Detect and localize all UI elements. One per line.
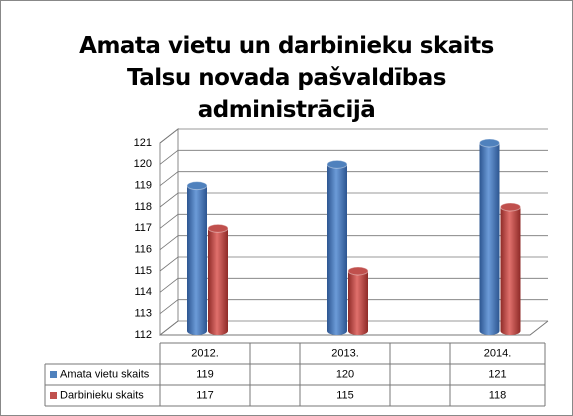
bar-body [187, 185, 207, 331]
y-tick-label: 117 [134, 222, 152, 234]
bar-top [326, 159, 348, 169]
grid-line [159, 235, 548, 250]
bar [479, 138, 500, 335]
legend-label: Darbinieku skaits [60, 389, 144, 401]
bar [347, 266, 369, 335]
y-tick-label: 113 [134, 308, 152, 320]
bar [207, 223, 229, 335]
x-tick-label: 2012. [191, 347, 219, 359]
grid-line [159, 149, 548, 165]
table-value: 115 [336, 389, 354, 401]
table-value: 117 [196, 389, 214, 401]
x-tick-label: 2014. [484, 347, 512, 359]
bar-base [348, 327, 368, 335]
bar [186, 181, 208, 335]
y-tick-label: 121 [134, 137, 152, 149]
chart-title: Amata vietu un darbinieku skaits Talsu n… [79, 33, 494, 123]
bar [326, 159, 348, 335]
side-wall [159, 127, 179, 337]
bar-body [208, 228, 228, 331]
legend-swatch [50, 371, 57, 378]
bar-body [479, 143, 500, 331]
grid-line [159, 128, 548, 144]
bar-body [348, 271, 368, 331]
table-value: 118 [489, 389, 507, 401]
grid-line [159, 320, 548, 336]
bar-base [479, 327, 500, 335]
bar [500, 202, 521, 335]
table-value: 120 [336, 368, 354, 380]
bar-top [207, 223, 229, 233]
bar-body [327, 164, 347, 331]
x-tick-label: 2013. [331, 347, 359, 359]
grid-line [159, 171, 548, 186]
y-tick-label: 115 [134, 265, 152, 277]
y-tick-label: 120 [134, 158, 152, 170]
bar-base [208, 327, 228, 335]
grid-line [159, 192, 548, 208]
table-value: 119 [196, 368, 214, 380]
grid-line [159, 299, 548, 314]
bar-base [500, 327, 521, 335]
bar-base [187, 327, 207, 335]
bar-top [347, 266, 369, 276]
grid-line [159, 277, 548, 293]
bar-top [186, 181, 208, 191]
bar-top [479, 138, 500, 148]
y-tick-label: 116 [134, 244, 152, 256]
table-value: 121 [488, 368, 506, 380]
y-tick-label: 119 [134, 180, 152, 192]
y-tick-label: 118 [134, 201, 152, 213]
bar-base [327, 327, 347, 335]
grid-line [159, 256, 548, 272]
y-tick-label: 112 [134, 329, 152, 341]
y-tick-label: 114 [134, 286, 152, 298]
bar-body [500, 207, 521, 331]
legend-label: Amata vietu skaits [60, 368, 150, 380]
bar-top [500, 202, 521, 212]
grid-line [159, 213, 548, 229]
legend-swatch [50, 392, 57, 399]
floor [160, 320, 549, 336]
